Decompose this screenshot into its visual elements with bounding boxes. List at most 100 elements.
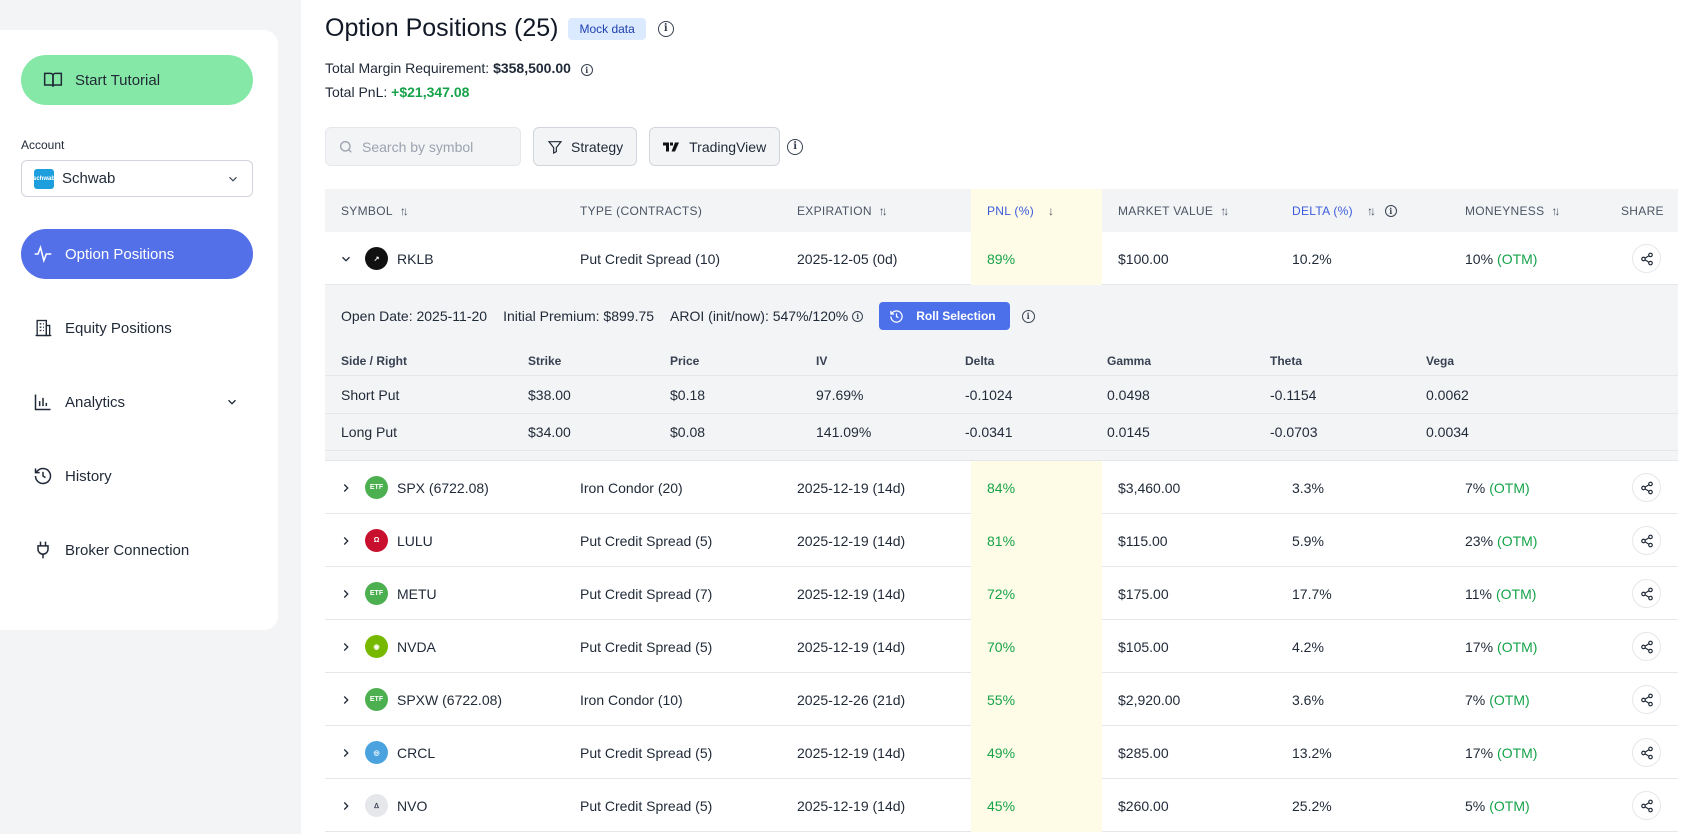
nav-broker-connection[interactable]: Broker Connection [21,525,253,575]
expand-row-button[interactable] [339,620,353,673]
positions-table: SYMBOL ↑↓ TYPE (CONTRACTS) EXPIRATION ↑↓ P… [325,189,1678,832]
pnl-column-highlight [971,189,1102,232]
leg-cell: 0.0062 [1426,387,1469,403]
roll-selection-button[interactable]: Roll Selection [879,302,1010,330]
col-pnl[interactable]: PNL (%) ↓ [987,189,1054,232]
account-select[interactable]: schwab Schwab [21,160,253,197]
tradingview-button[interactable]: TradingView [649,127,781,166]
nav-label: Equity Positions [65,319,172,337]
moneyness-cell: 11% (OTM) [1465,567,1536,620]
start-tutorial-button[interactable]: Start Tutorial [21,55,253,105]
expand-row-button[interactable] [339,567,353,620]
nav-history[interactable]: History [21,451,253,501]
table-row[interactable]: ◉ NVDA Put Credit Spread (5) 2025-12-19 (14… [325,620,1678,673]
start-tutorial-label: Start Tutorial [75,71,161,89]
share-button[interactable] [1632,632,1661,661]
pnl-column-highlight [971,514,1102,567]
nav-equity-positions[interactable]: Equity Positions [21,303,253,353]
symbol-logo-icon: ETF [365,688,388,711]
leg-cell: $0.18 [670,387,706,403]
info-icon[interactable]: i [852,310,864,322]
sort-icon: ↑↓ [1366,203,1376,218]
share-button[interactable] [1632,791,1661,820]
margin-value: $358,500.00 [493,60,571,76]
share-button[interactable] [1632,579,1661,608]
info-icon[interactable]: i [1021,309,1035,323]
symbol-text: RKLB [397,250,434,267]
table-row[interactable]: ᐃ NVO Put Credit Spread (5) 2025-12-19 (14d… [325,779,1678,832]
strategy-filter-button[interactable]: Strategy [533,127,638,166]
col-delta[interactable]: DELTA (%) ↑↓ i [1292,189,1397,232]
tradingview-label: TradingView [689,138,767,155]
table-row[interactable]: ↗ RKLB Put Credit Spread (10) 2025-12-05 (0… [325,232,1678,285]
info-icon[interactable]: i [657,20,674,37]
moneyness-tag: (OTM) [1497,638,1538,655]
share-icon [1640,640,1653,653]
pnl-column-highlight [971,620,1102,673]
table-row[interactable]: ◎ CRCL Put Credit Spread (5) 2025-12-19 (14… [325,726,1678,779]
col-moneyness[interactable]: MONEYNESS ↑↓ [1465,189,1560,232]
legs-header-cell: Gamma [1107,353,1152,368]
expand-row-button[interactable] [339,779,353,832]
col-market-value[interactable]: MARKET VALUE ↑↓ [1118,189,1229,232]
legs-header-cell: Delta [965,353,995,368]
pnl-cell: 70% [987,638,1016,655]
info-icon[interactable]: i [1384,204,1397,217]
expiration-cell: 2025-12-19 (14d) [797,585,906,602]
pnl-label: Total PnL: [325,84,388,100]
share-button[interactable] [1632,685,1661,714]
pnl-cell: 89% [987,250,1016,267]
symbol-cell: ETF SPXW (6722.08) [365,673,502,726]
table-row[interactable]: ETF METU Put Credit Spread (7) 2025-12-19 (… [325,567,1678,620]
moneyness-pct: 17% [1465,638,1494,655]
table-row[interactable]: ETF SPX (6722.08) Iron Condor (20) 2025-12-… [325,461,1678,514]
leg-cell: -0.0703 [1270,424,1318,440]
symbol-logo-icon: ◉ [365,635,388,658]
info-icon[interactable]: i [580,64,593,76]
table-header: SYMBOL ↑↓ TYPE (CONTRACTS) EXPIRATION ↑↓ P… [325,189,1678,232]
bar-chart-icon [34,394,51,411]
nav-option-positions[interactable]: Option Positions [21,229,253,279]
search-icon [340,140,352,153]
col-expiration[interactable]: EXPIRATION ↑↓ [797,189,888,232]
legs-header-cell: Strike [528,353,562,368]
nav-analytics[interactable]: Analytics [21,377,253,427]
nav-label: Option Positions [65,245,175,263]
share-button[interactable] [1632,526,1661,555]
nav-label: History [65,467,112,485]
moneyness-pct: 5% [1465,797,1486,814]
table-row[interactable]: Ω LULU Put Credit Spread (5) 2025-12-19 (14… [325,514,1678,567]
expand-row-button[interactable] [339,232,353,285]
moneyness-tag: (OTM) [1497,532,1538,549]
pnl-column-highlight [971,726,1102,779]
col-share-label: SHARE [1621,203,1664,218]
nav-label: Analytics [65,393,126,411]
col-symbol-label: SYMBOL [341,203,393,218]
info-icon[interactable]: i [787,138,804,155]
table-row[interactable]: ETF SPXW (6722.08) Iron Condor (10) 2025-12… [325,673,1678,726]
share-button[interactable] [1632,473,1661,502]
sort-icon: ↑↓ [1220,203,1229,218]
share-button[interactable] [1632,244,1661,273]
expand-row-button[interactable] [339,673,353,726]
expiration-cell: 2025-12-19 (14d) [797,744,906,761]
expand-row-button[interactable] [339,461,353,514]
aroi: AROI (init/now): 547%/120% [670,308,849,324]
sort-icon: ↑↓ [1551,203,1560,218]
col-type: TYPE (CONTRACTS) [580,189,702,232]
moneyness-pct: 10% [1465,250,1494,267]
delta-cell: 3.6% [1292,691,1324,708]
page-title: Option Positions (25) [325,14,559,42]
margin-label: Total Margin Requirement: [325,60,490,76]
leg-row: Long Put $34.00 $0.08 141.09% -0.0341 0.0145 -… [325,414,1678,451]
search-input[interactable] [362,138,512,155]
col-symbol[interactable]: SYMBOL ↑↓ [341,189,409,232]
moneyness-cell: 7% (OTM) [1465,673,1530,726]
delta-cell: 4.2% [1292,638,1324,655]
market-value-cell: $105.00 [1118,638,1169,655]
expand-row-button[interactable] [339,514,353,567]
chevron-right-icon [343,801,349,810]
col-expiration-label: EXPIRATION [797,203,872,218]
expand-row-button[interactable] [339,726,353,779]
share-button[interactable] [1632,738,1661,767]
